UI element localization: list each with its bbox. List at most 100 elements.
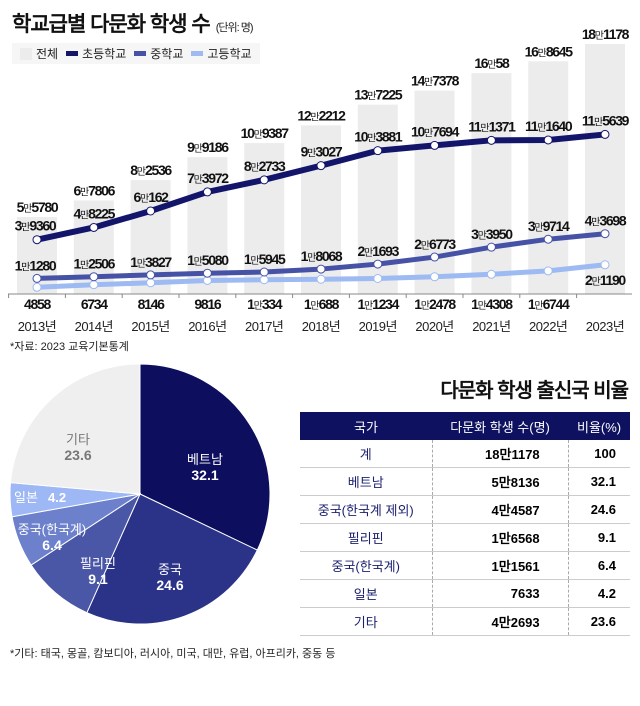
x-tick-label: 2013년 (18, 319, 56, 334)
bar-total (471, 73, 512, 294)
header-ratio: 비율(%) (568, 412, 630, 440)
legend-label: 초등학교 (82, 47, 127, 61)
line-point (430, 272, 440, 282)
x-tick-label: 2015년 (131, 319, 169, 334)
high-school-label: 1만688 (304, 296, 340, 312)
line-point (543, 266, 553, 276)
cell-country: 필리핀 (300, 523, 432, 552)
cell-count: 18만1178 (431, 440, 569, 468)
line-point (316, 161, 326, 171)
elementary-label: 4만8225 (73, 205, 115, 221)
middle-school-label: 1만5945 (244, 251, 286, 267)
legend-label: 전체 (36, 47, 59, 61)
elementary-label: 11만5639 (582, 112, 630, 128)
elementary-label: 9만3027 (301, 144, 343, 160)
line-point (146, 270, 156, 280)
line-point (543, 135, 553, 145)
chart-title: 학교급별 다문화 학생 수 (단위: 명) (12, 8, 254, 38)
legend-item: 전체 (20, 45, 58, 62)
cell-country: 기타 (300, 607, 432, 636)
x-tick-label: 2020년 (415, 319, 453, 334)
bar-total (585, 44, 625, 294)
elementary-label: 10만3881 (354, 129, 403, 145)
line-point (202, 268, 212, 278)
cell-count: 1만6568 (431, 523, 569, 552)
bar-total-label: 8만2536 (130, 162, 172, 178)
line-point (486, 135, 496, 145)
line-point (32, 282, 42, 292)
legend-swatch (20, 47, 32, 60)
middle-school-label: 3만3950 (471, 226, 513, 242)
legend-swatch (66, 51, 79, 56)
pie-label: 중국(한국계) (18, 522, 86, 537)
cell-count: 4만4587 (431, 495, 569, 524)
line-point (146, 278, 156, 288)
bar-total-label: 14만7378 (411, 73, 460, 89)
x-tick-label: 2017년 (245, 319, 283, 334)
line-point (89, 280, 99, 290)
table-row: 중국(한국계 제외) 4만4587 24.6 (300, 495, 630, 524)
high-school-label: 2만1190 (585, 272, 626, 288)
high-school-label: 4858 (24, 296, 51, 312)
middle-school-label: 1만2506 (73, 256, 115, 272)
elementary-label: 7만3972 (187, 170, 229, 186)
bar-total-label: 6만7806 (73, 182, 115, 198)
pie-label: 필리핀 (80, 556, 116, 571)
middle-school-label: 1만8068 (301, 248, 343, 264)
pie-value: 32.1 (191, 467, 218, 483)
x-tick-label: 2021년 (472, 319, 510, 334)
footnote: *기타: 태국, 몽골, 캄보디아, 러시아, 미국, 대만, 유럽, 아프리카… (10, 648, 336, 660)
legend-label: 중학교 (150, 47, 184, 61)
line-point (89, 222, 99, 232)
bar-total-label: 9만9186 (187, 139, 229, 155)
middle-school-label: 1만5080 (187, 252, 229, 268)
source-note: *자료: 2023 교육기본통계 (10, 341, 129, 353)
middle-school-label: 1만1280 (15, 257, 57, 273)
x-tick-label: 2018년 (302, 319, 340, 334)
table-title: 다문화 학생 출신국 비율 (440, 380, 629, 402)
line-point (430, 252, 440, 262)
line-point (316, 264, 326, 274)
line-point (486, 269, 496, 279)
middle-school-label: 1만3827 (130, 254, 172, 270)
line-point (32, 235, 42, 245)
line-point (486, 242, 496, 252)
elementary-label: 8만2733 (244, 158, 286, 174)
legend: 전체 초등학교 중학교 고등학교 (12, 43, 260, 64)
cell-ratio: 9.1 (568, 523, 630, 552)
cell-count: 4만2693 (431, 607, 569, 636)
header-country: 국가 (300, 412, 432, 440)
line-point (373, 273, 383, 283)
cell-ratio: 24.6 (568, 495, 630, 524)
x-tick-label: 2014년 (75, 319, 113, 334)
line-point (373, 146, 383, 156)
table-row: 일본 7633 4.2 (300, 579, 630, 608)
cell-count: 5만8136 (431, 467, 569, 496)
line-point (259, 275, 269, 285)
high-school-label: 1만6744 (528, 296, 570, 312)
pie-slice (9, 363, 141, 495)
line-point (32, 273, 42, 283)
high-school-label: 1만4308 (471, 296, 513, 312)
elementary-label: 11만1371 (468, 118, 516, 134)
line-point (543, 234, 553, 244)
header-count: 다문화 학생 수(명) (432, 412, 569, 440)
line-point (316, 274, 326, 284)
legend-label: 고등학교 (207, 47, 252, 61)
pie-value: 24.6 (156, 577, 183, 593)
title-text: 학교급별 다문화 학생 수 (12, 13, 211, 36)
pie-value: 9.1 (88, 571, 108, 587)
bar-total-label: 10만9387 (241, 125, 290, 141)
line-point (600, 129, 610, 139)
bar-line-chart: 2013년 2014년 2015년 2016년 2017년 2018년 2019년 2020년… (8, 26, 632, 334)
table-row: 계 18만1178 100 (300, 440, 630, 468)
x-tick-label: 2019년 (359, 319, 397, 334)
bar-total-label: 16만58 (474, 55, 510, 71)
line-point (146, 206, 156, 216)
cell-country: 일본 (300, 579, 432, 608)
x-tick-label: 2023년 (586, 319, 624, 334)
cell-ratio: 6.4 (568, 551, 630, 580)
table-row: 기타 4만2693 23.6 (300, 607, 630, 636)
cell-country: 중국(한국계) (300, 551, 432, 580)
